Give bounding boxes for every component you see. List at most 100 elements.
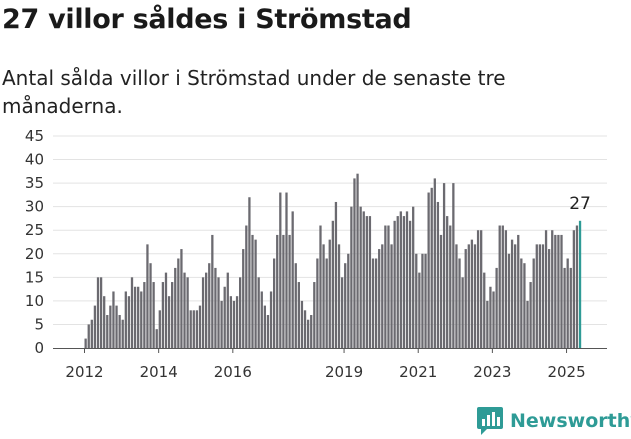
bar <box>84 338 87 348</box>
bar <box>266 315 270 348</box>
bar <box>133 286 137 348</box>
bar <box>353 178 356 348</box>
bar <box>458 258 461 348</box>
y-tick-label: 40 <box>25 151 44 169</box>
bar <box>424 253 427 348</box>
bar <box>112 291 115 348</box>
bar <box>526 300 529 348</box>
bar <box>146 244 149 348</box>
bar <box>467 244 470 348</box>
bar <box>538 244 542 348</box>
bar <box>195 310 199 348</box>
y-tick-label: 5 <box>34 315 44 333</box>
bar <box>510 239 514 348</box>
bar <box>245 225 248 348</box>
bar <box>115 305 118 348</box>
bar <box>572 230 576 348</box>
bar <box>405 211 409 348</box>
y-tick-label: 20 <box>25 245 44 263</box>
bar <box>242 249 245 348</box>
bar <box>337 244 341 348</box>
bar <box>192 310 195 348</box>
bar <box>316 258 319 348</box>
bar <box>149 263 152 348</box>
bar <box>344 263 347 348</box>
bar <box>99 277 103 348</box>
bar <box>214 267 217 348</box>
bar <box>340 277 344 348</box>
bar <box>167 296 171 348</box>
bar <box>229 296 233 348</box>
bar <box>489 286 492 348</box>
bar <box>103 296 106 348</box>
bar <box>174 267 177 348</box>
bar <box>514 244 517 348</box>
bar <box>109 305 112 348</box>
y-tick-label: 0 <box>34 339 44 357</box>
bar <box>412 206 415 348</box>
bar <box>239 277 242 348</box>
bar <box>449 225 452 348</box>
bar-highlight <box>578 220 582 348</box>
bar <box>575 225 579 348</box>
bar <box>93 305 97 348</box>
bar <box>464 249 467 348</box>
bar <box>322 244 325 348</box>
bar <box>566 258 569 348</box>
bar <box>279 192 282 348</box>
bar <box>310 315 313 348</box>
bar <box>291 211 294 348</box>
x-tick-label: 2012 <box>65 363 103 381</box>
bar <box>554 234 557 348</box>
bar <box>560 234 563 348</box>
newsworthy-logo: Newsworthy <box>477 407 631 435</box>
bar <box>334 201 338 348</box>
page-title: 27 villor såldes i Strömstad <box>2 4 412 35</box>
bar <box>486 300 489 348</box>
bar <box>130 277 134 348</box>
bar <box>152 282 155 348</box>
bar <box>480 230 483 348</box>
bar <box>418 272 421 348</box>
bar <box>523 263 526 348</box>
bar <box>408 220 412 348</box>
bar <box>544 230 548 348</box>
newsworthy-logo-icon <box>477 407 503 435</box>
y-tick-label: 30 <box>25 198 44 216</box>
bar <box>282 234 285 348</box>
bar <box>232 300 236 348</box>
bar <box>254 239 257 348</box>
bar <box>288 234 291 348</box>
bar <box>557 234 560 348</box>
bar <box>455 244 458 348</box>
y-axis-ticks: 0 5 10 15 20 25 30 35 40 45 <box>25 127 44 357</box>
bar <box>421 253 424 348</box>
bar <box>201 277 205 348</box>
bar <box>504 230 508 348</box>
bar <box>439 234 443 348</box>
bar <box>226 272 229 348</box>
y-tick-label: 25 <box>25 221 44 239</box>
bar <box>381 244 384 348</box>
bar <box>260 291 263 348</box>
bar <box>436 201 440 348</box>
bar <box>87 324 90 348</box>
y-tick-label: 10 <box>25 292 44 310</box>
bar <box>356 173 359 348</box>
x-tick-label: 2016 <box>214 363 252 381</box>
bar <box>164 272 168 348</box>
bar <box>300 300 304 348</box>
bar <box>461 277 464 348</box>
y-tick-label: 45 <box>25 127 44 145</box>
bar <box>124 291 127 348</box>
bar <box>306 319 310 348</box>
bar <box>269 291 273 348</box>
bar <box>325 258 328 348</box>
bar <box>331 220 334 348</box>
bar <box>263 305 267 348</box>
bar <box>137 286 140 348</box>
brand-name: Newsworthy <box>510 410 631 432</box>
bar <box>529 282 532 348</box>
bar <box>96 277 100 348</box>
